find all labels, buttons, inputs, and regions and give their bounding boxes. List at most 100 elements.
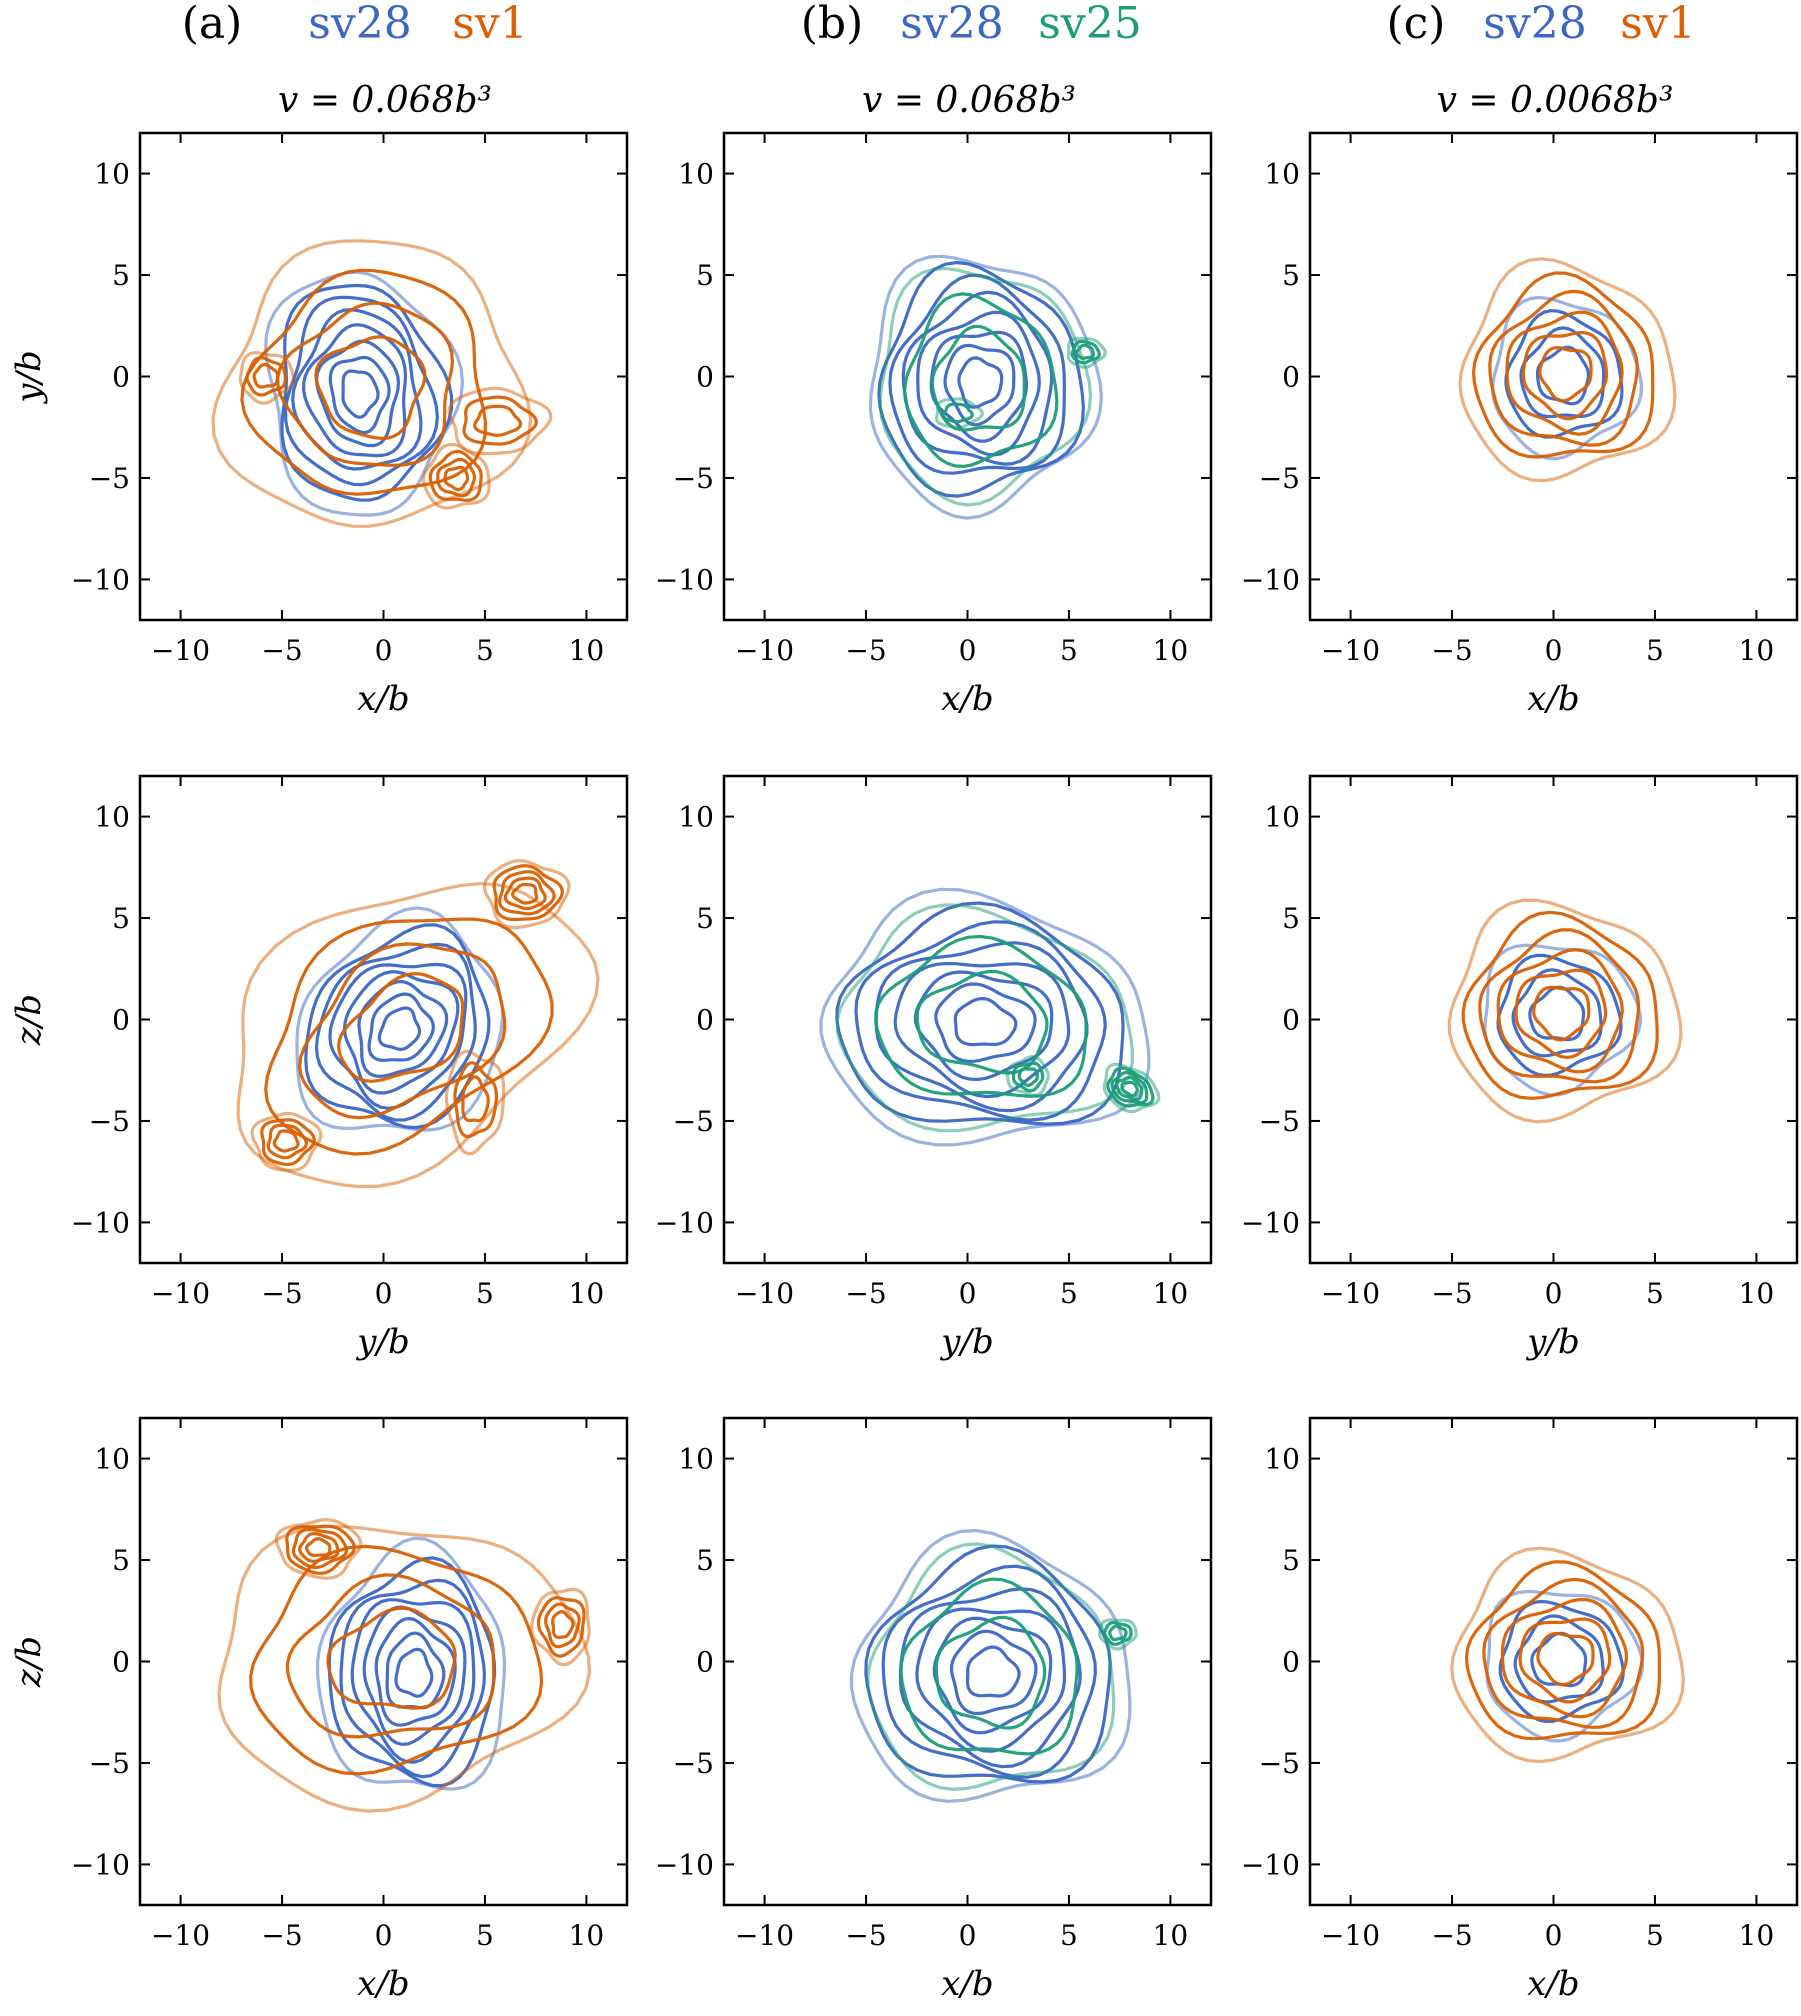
x-tick-label: −5: [845, 1919, 886, 1952]
column-header-a: (a) sv28 sv1 v = 0.068b³: [182, 0, 528, 121]
y-axis-label: y/b: [9, 350, 49, 404]
y-tick-label: −5: [673, 462, 714, 495]
x-axis-label: x/b: [941, 1964, 993, 2004]
contour-sv28-0-1: [329, 1558, 494, 1786]
x-tick-label: −10: [735, 1277, 794, 1310]
axes-frame: [1310, 776, 1797, 1263]
x-tick-label: 0: [375, 634, 393, 667]
contour-area: [219, 1520, 589, 1811]
contour-sv25-1-4: [1122, 1082, 1137, 1095]
x-axis-label: x/b: [1527, 679, 1579, 719]
y-tick-label: 0: [112, 361, 130, 394]
y-axis-label: z/b: [9, 1636, 49, 1688]
contour-sv28-0-7: [379, 1008, 419, 1049]
x-tick-label: 0: [1545, 1277, 1563, 1310]
x-axis-label: y/b: [1525, 1322, 1579, 1362]
panel-grid: −10 −5 0 5 10 −10 −5 0 5 10 x/b y/b −10 −5 0 5 10 −10 −5 0 5…: [9, 133, 1797, 2004]
y-tick-label: −10: [71, 1206, 130, 1239]
x-tick-label: −5: [261, 1277, 302, 1310]
x-tick-label: 5: [476, 634, 494, 667]
y-tick-label: 5: [112, 902, 130, 935]
x-tick-label: −5: [845, 634, 886, 667]
x-tick-label: 10: [569, 1277, 605, 1310]
y-tick-label: −5: [673, 1105, 714, 1138]
y-tick-label: −10: [71, 1848, 130, 1881]
column-header-b: (b) sv28 sv25 v = 0.068b³: [801, 0, 1142, 121]
series-label-a-sv28: sv28: [308, 0, 411, 49]
y-tick-label: 10: [678, 801, 714, 834]
y-tick-label: 10: [678, 158, 714, 191]
contour-area: [852, 1531, 1137, 1802]
contour-sv28-0-6: [952, 1631, 1036, 1713]
y-tick-label: 5: [1282, 259, 1300, 292]
y-tick-label: 10: [1264, 1443, 1300, 1476]
volume-label-c: v = 0.0068b³: [1437, 80, 1674, 121]
y-tick-label: −5: [89, 1105, 130, 1138]
y-axis-label: z/b: [9, 994, 49, 1046]
y-tick-label: 0: [1282, 1004, 1300, 1037]
series-sv1: [1460, 259, 1675, 481]
y-tick-label: −5: [673, 1747, 714, 1780]
y-tick-label: −5: [1259, 1747, 1300, 1780]
series-sv1: [1452, 1548, 1684, 1761]
volume-label-b: v = 0.068b³: [862, 80, 1076, 121]
x-tick-label: 0: [375, 1277, 393, 1310]
x-tick-label: −5: [261, 634, 302, 667]
x-tick-label: −5: [1431, 1919, 1472, 1952]
x-tick-label: 10: [1739, 634, 1775, 667]
y-tick-label: 0: [696, 1646, 714, 1679]
panel-0-1: −10 −5 0 5 10−10−50510x/b: [655, 133, 1211, 719]
contour-sv1-2-2: [254, 365, 278, 388]
x-tick-label: 5: [1646, 1277, 1664, 1310]
x-axis-label: x/b: [357, 679, 409, 719]
y-tick-label: 5: [696, 902, 714, 935]
series-sv28: [266, 272, 463, 515]
x-tick-label: 0: [959, 1919, 977, 1952]
y-tick-label: −10: [1241, 1206, 1300, 1239]
y-tick-label: 10: [678, 1443, 714, 1476]
x-tick-label: 10: [569, 1919, 605, 1952]
y-tick-label: 0: [696, 361, 714, 394]
x-tick-label: 10: [1153, 1919, 1189, 1952]
x-axis-label: y/b: [355, 1322, 409, 1362]
axes-frame: [724, 1418, 1211, 1905]
axes-frame: [140, 776, 627, 1263]
x-tick-label: −5: [1431, 1277, 1472, 1310]
panel-2-0: −10 −5 0 5 10−10−50510x/bz/b: [9, 1418, 627, 2004]
contour-area: [1452, 1548, 1684, 1761]
axes-frame: [1310, 1418, 1797, 1905]
x-tick-label: 5: [1060, 1919, 1078, 1952]
x-tick-label: 5: [1646, 1919, 1664, 1952]
y-tick-label: 10: [94, 801, 130, 834]
series-label-c-second: sv1: [1620, 0, 1695, 49]
contour-sv1-2-3: [274, 1131, 298, 1151]
panel-2-1: −10 −5 0 5 10 −10 −5 0 5 10 x/b: [655, 1418, 1211, 2004]
y-tick-label: 5: [1282, 902, 1300, 935]
panel-label-b: (b): [801, 0, 864, 49]
y-tick-label: 0: [1282, 1646, 1300, 1679]
y-tick-label: −5: [1259, 1105, 1300, 1138]
x-tick-label: −10: [1321, 1919, 1380, 1952]
contour-sv28-0-3: [876, 943, 1087, 1111]
y-tick-label: 5: [696, 259, 714, 292]
y-tick-label: 0: [696, 1004, 714, 1037]
y-tick-label: 10: [94, 1443, 130, 1476]
panel-0-0: −10 −5 0 5 10 −10 −5 0 5 10 x/b y/b: [9, 133, 627, 719]
series-label-b-sv28: sv28: [900, 0, 1003, 49]
x-tick-label: 0: [375, 1919, 393, 1952]
x-tick-label: −10: [1321, 1277, 1380, 1310]
y-tick-label: −10: [655, 1206, 714, 1239]
contour-sv28-0-7: [968, 1647, 1020, 1696]
x-axis-label: x/b: [941, 679, 993, 719]
series-label-c-sv28: sv28: [1483, 0, 1586, 49]
x-axis-label: x/b: [357, 1964, 409, 2004]
y-tick-label: 10: [1264, 801, 1300, 834]
contour-sv28-0-3: [293, 310, 421, 469]
x-tick-label: −10: [735, 634, 794, 667]
y-tick-label: −5: [89, 462, 130, 495]
x-tick-label: 0: [959, 1277, 977, 1310]
series-sv25: [880, 269, 1105, 506]
series-sv28: [297, 908, 503, 1130]
contour-area: [213, 241, 551, 527]
